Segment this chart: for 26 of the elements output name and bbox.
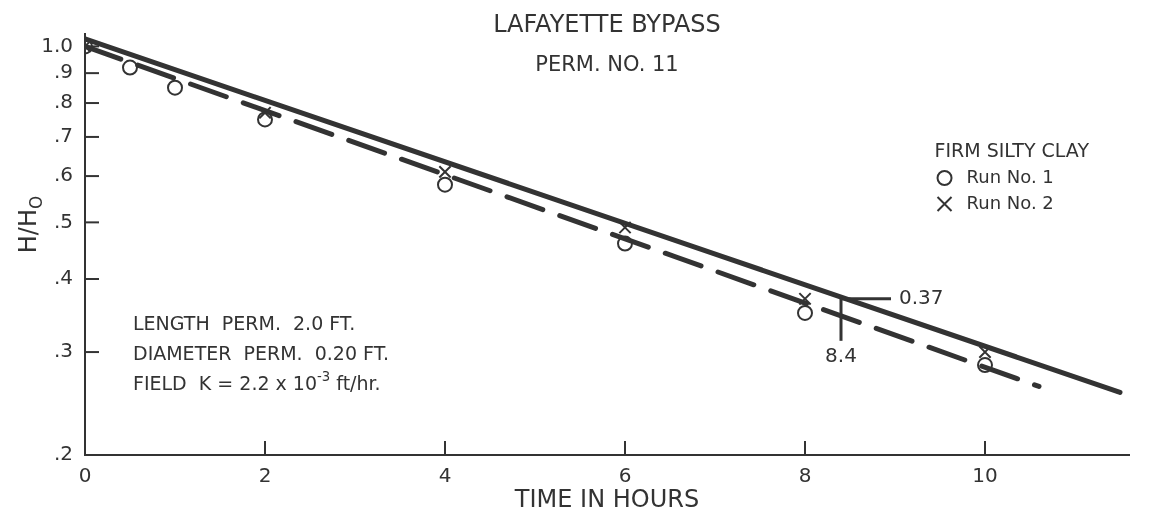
legend-title: FIRM SILTY CLAY [934,138,1090,161]
x-axis-title: TIME IN HOURS [513,485,700,514]
y-tick-label: .2 [53,441,73,466]
legend-label: Run No. 2 [966,191,1054,213]
y-tick-label: .6 [53,162,73,187]
y-tick-label: .3 [53,338,73,363]
x-tick-label: 8 [798,463,812,488]
annotation: 0.37 [899,285,944,310]
y-tick-label: 1.0 [41,32,73,57]
y-tick-label: .8 [53,89,73,114]
annotation: 8.4 [825,343,857,368]
x-tick-label: 0 [78,463,92,488]
y-axis-title: H/HO [14,195,46,254]
chart-title: LAFAYETTE BYPASS [493,10,721,39]
annotation: DIAMETER PERM. 0.20 FT. [133,341,390,364]
legend-label: Run No. 1 [966,165,1054,187]
y-tick-label: .7 [53,123,73,148]
y-tick-label: .4 [53,265,73,290]
x-tick-label: 4 [438,463,452,488]
x-tick-label: 2 [258,463,272,488]
y-tick-label: .9 [53,59,73,84]
x-tick-label: 10 [972,463,998,488]
y-tick-label: .5 [53,208,73,233]
annotation: LENGTH PERM. 2.0 FT. [133,311,356,334]
text: PERM. NO. 11 [535,52,679,77]
x-tick-label: 6 [618,463,632,488]
